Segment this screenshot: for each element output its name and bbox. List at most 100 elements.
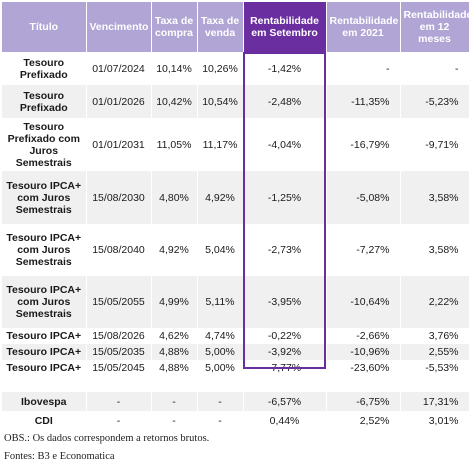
cell-rentabilidade-2021: -10,64% bbox=[326, 276, 401, 328]
cell-taxa-compra: 4,88% bbox=[151, 360, 198, 376]
returns-table: Título Vencimento Taxa de compra Taxa de… bbox=[2, 2, 471, 430]
cell-rentabilidade-setembro: -0,22% bbox=[243, 328, 327, 344]
cell-rentabilidade-setembro: -2,48% bbox=[243, 85, 327, 118]
table-row: Tesouro IPCA+ com Juros Semestrais 15/08/… bbox=[2, 171, 470, 224]
cell-taxa-compra: 10,42% bbox=[151, 85, 198, 118]
cell-taxa-compra: - bbox=[151, 392, 198, 411]
table-row: Tesouro IPCA+ com Juros Semestrais 15/05/… bbox=[2, 276, 470, 328]
cell-rentabilidade-setembro: 0,44% bbox=[243, 411, 327, 430]
cell-taxa-compra: 4,88% bbox=[151, 344, 198, 360]
cell-vencimento: 15/08/2040 bbox=[86, 224, 152, 276]
cell-vencimento: - bbox=[86, 392, 152, 411]
cell-taxa-venda: - bbox=[197, 392, 244, 411]
cell-rentabilidade-setembro: -7,77% bbox=[243, 360, 327, 376]
cell-taxa-venda: 5,04% bbox=[197, 224, 244, 276]
cell-rentabilidade-2021: -7,27% bbox=[326, 224, 401, 276]
benchmark-row: Ibovespa - - - -6,57% -6,75% 17,31% bbox=[2, 392, 470, 411]
header-rentabilidade-setembro: Rentabilidade em Setembro bbox=[243, 2, 327, 52]
spacer-row bbox=[2, 376, 470, 392]
cell-taxa-venda: 5,11% bbox=[197, 276, 244, 328]
cell-taxa-venda: 5,00% bbox=[197, 360, 244, 376]
header-taxa-venda: Taxa de venda bbox=[197, 2, 244, 52]
cell-rentabilidade-setembro: -3,92% bbox=[243, 344, 327, 360]
cell-rentabilidade-setembro: -3,95% bbox=[243, 276, 327, 328]
cell-rentabilidade-setembro: -2,73% bbox=[243, 224, 327, 276]
cell-rentabilidade-12-meses: 2,22% bbox=[400, 276, 470, 328]
header-titulo: Título bbox=[2, 2, 87, 52]
cell-titulo: Tesouro IPCA+ bbox=[2, 344, 87, 360]
cell-rentabilidade-12-meses: 3,76% bbox=[400, 328, 470, 344]
cell-rentabilidade-12-meses: 3,58% bbox=[400, 224, 470, 276]
cell-vencimento: 15/05/2035 bbox=[86, 344, 152, 360]
cell-titulo: Ibovespa bbox=[2, 392, 87, 411]
cell-vencimento: 15/08/2026 bbox=[86, 328, 152, 344]
table-container: Título Vencimento Taxa de compra Taxa de… bbox=[2, 2, 471, 430]
cell-rentabilidade-2021: -6,75% bbox=[326, 392, 401, 411]
header-row: Título Vencimento Taxa de compra Taxa de… bbox=[2, 2, 471, 52]
cell-taxa-venda: 4,74% bbox=[197, 328, 244, 344]
note-sources: Fontes: B3 e Economatica bbox=[4, 451, 115, 462]
cell-vencimento: 01/01/2026 bbox=[86, 85, 152, 118]
cell-taxa-compra: 11,05% bbox=[151, 118, 198, 171]
table-row: Tesouro IPCA+ 15/05/2035 4,88% 5,00% -3,92% -… bbox=[2, 344, 470, 360]
table-row: Tesouro IPCA+ 15/08/2026 4,62% 4,74% -0,22% -… bbox=[2, 328, 470, 344]
cell-rentabilidade-12-meses: -5,23% bbox=[400, 85, 470, 118]
cell-taxa-venda: 11,17% bbox=[197, 118, 244, 171]
cell-titulo: Tesouro IPCA+ bbox=[2, 360, 87, 376]
cell-rentabilidade-setembro: -1,42% bbox=[243, 52, 327, 85]
cell-titulo: CDI bbox=[2, 411, 87, 430]
cell-taxa-compra: 4,92% bbox=[151, 224, 198, 276]
header-rentabilidade-12-meses: Rentabilidade em 12 meses bbox=[400, 2, 471, 52]
cell-rentabilidade-setembro: -4,04% bbox=[243, 118, 327, 171]
cell-rentabilidade-2021: -23,60% bbox=[326, 360, 401, 376]
cell-taxa-venda: 10,26% bbox=[197, 52, 244, 85]
cell-taxa-compra: 10,14% bbox=[151, 52, 198, 85]
cell-rentabilidade-2021: -11,35% bbox=[326, 85, 401, 118]
cell-rentabilidade-2021: - bbox=[326, 52, 401, 85]
cell-taxa-venda: 10,54% bbox=[197, 85, 244, 118]
cell-vencimento: 15/05/2045 bbox=[86, 360, 152, 376]
cell-rentabilidade-2021: -5,08% bbox=[326, 171, 401, 224]
cell-rentabilidade-2021: -16,79% bbox=[326, 118, 401, 171]
cell-rentabilidade-12-meses: 2,55% bbox=[400, 344, 470, 360]
table-row: Tesouro IPCA+ com Juros Semestrais 15/08/… bbox=[2, 224, 470, 276]
cell-taxa-compra: - bbox=[151, 411, 198, 430]
cell-rentabilidade-2021: -2,66% bbox=[326, 328, 401, 344]
table-row: Tesouro Prefixado com Juros Semestrais 01… bbox=[2, 118, 470, 171]
table-row: Tesouro Prefixado 01/07/2024 10,14% 10,26% -… bbox=[2, 52, 470, 85]
cell-rentabilidade-12-meses: -9,71% bbox=[400, 118, 470, 171]
cell-taxa-venda: 5,00% bbox=[197, 344, 244, 360]
cell-vencimento: 01/07/2024 bbox=[86, 52, 152, 85]
cell-taxa-compra: 4,80% bbox=[151, 171, 198, 224]
cell-titulo: Tesouro IPCA+ bbox=[2, 328, 87, 344]
cell-rentabilidade-12-meses: 17,31% bbox=[400, 392, 470, 411]
cell-titulo: Tesouro Prefixado bbox=[2, 85, 87, 118]
cell-rentabilidade-2021: -10,96% bbox=[326, 344, 401, 360]
cell-vencimento: 15/05/2055 bbox=[86, 276, 152, 328]
header-taxa-compra: Taxa de compra bbox=[151, 2, 198, 52]
note-obs: OBS.: Os dados correspondem a retornos b… bbox=[4, 433, 210, 444]
cell-taxa-compra: 4,62% bbox=[151, 328, 198, 344]
cell-rentabilidade-2021: 2,52% bbox=[326, 411, 401, 430]
cell-taxa-venda: 4,92% bbox=[197, 171, 244, 224]
cell-rentabilidade-setembro: -6,57% bbox=[243, 392, 327, 411]
cell-rentabilidade-12-meses: - bbox=[400, 52, 470, 85]
cell-titulo: Tesouro Prefixado bbox=[2, 52, 87, 85]
cell-vencimento: - bbox=[86, 411, 152, 430]
spacer-cell bbox=[2, 376, 470, 392]
cell-titulo: Tesouro IPCA+ com Juros Semestrais bbox=[2, 276, 87, 328]
cell-taxa-compra: 4,99% bbox=[151, 276, 198, 328]
table-row: Tesouro Prefixado 01/01/2026 10,42% 10,54% -… bbox=[2, 85, 470, 118]
cell-taxa-venda: - bbox=[197, 411, 244, 430]
cell-rentabilidade-12-meses: -5,53% bbox=[400, 360, 470, 376]
cell-vencimento: 01/01/2031 bbox=[86, 118, 152, 171]
cell-rentabilidade-12-meses: 3,58% bbox=[400, 171, 470, 224]
header-rentabilidade-2021: Rentabilidade em 2021 bbox=[326, 2, 401, 52]
cell-titulo: Tesouro IPCA+ com Juros Semestrais bbox=[2, 224, 87, 276]
cell-vencimento: 15/08/2030 bbox=[86, 171, 152, 224]
benchmark-row: CDI - - -0,44% 2,52% 3,01% bbox=[2, 411, 470, 430]
cell-titulo: Tesouro IPCA+ com Juros Semestrais bbox=[2, 171, 87, 224]
table-row: Tesouro IPCA+ 15/05/2045 4,88% 5,00% -7,77% -… bbox=[2, 360, 470, 376]
cell-rentabilidade-setembro: -1,25% bbox=[243, 171, 327, 224]
cell-titulo: Tesouro Prefixado com Juros Semestrais bbox=[2, 118, 87, 171]
